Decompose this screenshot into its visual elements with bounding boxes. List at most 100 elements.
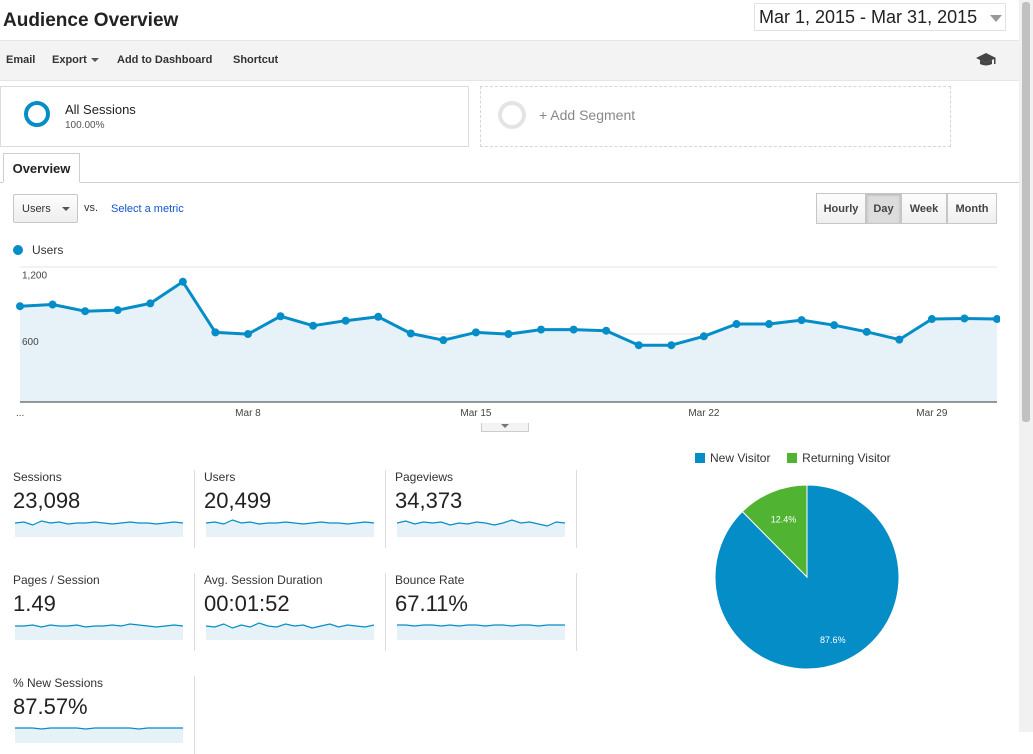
data-point[interactable] [374,312,383,321]
legend-dot [13,245,23,255]
sparkline [397,624,565,640]
data-point[interactable] [830,321,839,330]
stat-value: 23,098 [13,488,81,513]
data-point[interactable] [341,316,350,325]
data-point[interactable] [993,315,1000,324]
data-point[interactable] [569,325,578,334]
stat-value: 67.11% [395,591,468,616]
caret-down-icon [501,424,509,428]
sparkline [15,520,183,537]
stat-card[interactable]: Avg. Session Duration 00:01:52 [204,573,386,651]
caret-down-icon [90,58,99,63]
x-tick-label: Mar 29 [916,408,948,419]
segment-percent: 100.00% [65,120,105,131]
data-point[interactable] [113,306,122,315]
data-point[interactable] [406,329,415,338]
stat-label: Bounce Rate [395,573,465,587]
data-point[interactable] [146,299,155,308]
week-button[interactable]: Week [901,193,947,224]
stat-card[interactable]: Pages / Session 1.49 [13,573,195,651]
empty-ring-icon [498,101,526,129]
data-point[interactable] [504,330,513,339]
legend-new-visitor: New Visitor [710,451,771,465]
data-point[interactable] [960,314,969,323]
stat-card[interactable]: Pageviews 34,373 [395,470,577,548]
chevron-down-icon[interactable] [990,15,1002,22]
sparkline [397,519,565,537]
data-point[interactable] [927,315,936,324]
stat-value: 20,499 [204,488,272,513]
stat-value: 87.57% [13,694,88,719]
chart-legend-label: Users [32,243,64,257]
x-tick-label: Mar 8 [235,408,261,419]
shortcut-button[interactable]: Shortcut [233,54,279,66]
add-to-dashboard-button[interactable]: Add to Dashboard [117,54,213,66]
visitor-pie-chart: 87.6% 12.4% [714,484,900,670]
data-point[interactable] [797,316,806,325]
segment-all-sessions[interactable]: All Sessions 100.00% [0,86,469,147]
email-button[interactable]: Email [6,54,36,66]
scrollbar-thumb[interactable] [1022,2,1030,422]
stat-card[interactable]: Users 20,499 [204,470,386,548]
export-label: Export [52,54,87,66]
stat-label: Avg. Session Duration [204,573,323,587]
x-tick-labels: ... Mar 8 Mar 15 Mar 22 Mar 29 [16,408,948,419]
data-point[interactable] [895,335,904,344]
metric-select[interactable]: Users [13,194,78,223]
data-point[interactable] [276,312,285,321]
scrollbar[interactable] [1019,0,1033,732]
vs-label: vs. [84,202,99,214]
add-segment-button[interactable]: + Add Segment [480,86,951,147]
chart-collapse-handle[interactable] [481,423,529,432]
day-button[interactable]: Day [866,193,901,224]
data-point[interactable] [602,326,611,335]
x-tick-label: Mar 15 [460,408,492,419]
pie-slice-returning-visitor[interactable] [741,484,808,579]
stat-card[interactable]: Bounce Rate 67.11% [395,573,577,651]
sparkline [15,727,183,743]
legend-returning-visitor: Returning Visitor [802,451,891,465]
area-fill [20,281,997,402]
data-point[interactable] [732,320,741,329]
tab-overview[interactable]: Overview [3,153,80,183]
data-point[interactable] [178,277,187,286]
data-point[interactable] [634,341,643,350]
page-title: Audience Overview [3,10,179,31]
sparkline [15,623,183,640]
data-point[interactable] [81,307,90,316]
data-point[interactable] [667,341,676,350]
data-point[interactable] [537,325,546,334]
report-toolbar: Email Export Add to Dashboard Shortcut [0,40,1019,81]
select-metric-link[interactable]: Select a metric [111,203,184,215]
data-point[interactable] [765,320,774,329]
caret-down-icon [62,207,70,211]
hourly-button[interactable]: Hourly [816,193,866,224]
sparkline [206,622,374,640]
metric-select-value: Users [22,203,51,215]
date-range-picker[interactable]: Mar 1, 2015 - Mar 31, 2015 [754,3,1006,31]
stat-label: Users [204,470,236,484]
export-button[interactable]: Export [52,54,99,66]
stat-label: Pageviews [395,470,454,484]
stat-card[interactable]: Sessions 23,098 [13,470,195,548]
data-point[interactable] [211,328,220,337]
data-point[interactable] [439,336,448,345]
month-button[interactable]: Month [947,193,997,224]
data-point[interactable] [243,330,252,339]
data-point[interactable] [48,300,57,309]
stat-label: % New Sessions [13,676,104,690]
legend-swatch-new [695,453,705,463]
y-tick-labels: 600 1,200 [22,270,47,348]
time-range-buttons: Hourly Day Week Month [816,193,997,224]
tab-divider [0,182,1019,183]
data-point[interactable] [16,302,24,311]
stat-card[interactable]: % New Sessions 87.57% [13,676,195,754]
stat-label: Sessions [13,470,62,484]
data-point[interactable] [862,327,871,336]
sparkline [206,519,374,537]
data-point[interactable] [309,321,318,330]
segment-label: All Sessions [65,102,136,117]
data-point[interactable] [699,332,708,341]
data-point[interactable] [471,328,480,337]
graduation-cap-icon[interactable] [975,51,997,69]
